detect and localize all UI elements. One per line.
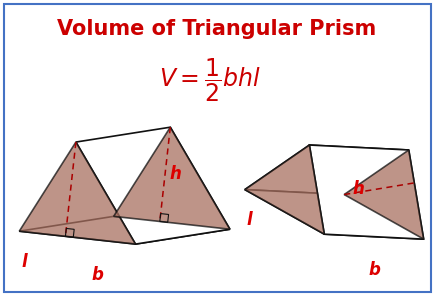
Text: b: b xyxy=(367,261,379,279)
Polygon shape xyxy=(19,216,230,244)
Polygon shape xyxy=(244,145,408,194)
Polygon shape xyxy=(19,142,135,244)
Text: b: b xyxy=(91,266,103,284)
Text: l: l xyxy=(21,253,27,271)
FancyBboxPatch shape xyxy=(4,4,430,292)
Text: l: l xyxy=(247,211,252,229)
Text: h: h xyxy=(352,180,363,198)
Polygon shape xyxy=(76,127,230,244)
Polygon shape xyxy=(244,145,324,234)
Polygon shape xyxy=(113,127,230,229)
Polygon shape xyxy=(309,145,423,239)
Text: $\mathit{V} = \dfrac{1}{2}\mathit{bhl}$: $\mathit{V} = \dfrac{1}{2}\mathit{bhl}$ xyxy=(159,57,260,104)
Polygon shape xyxy=(343,150,423,239)
Text: h: h xyxy=(169,165,181,183)
Polygon shape xyxy=(244,190,423,239)
Text: Volume of Triangular Prism: Volume of Triangular Prism xyxy=(57,19,376,39)
